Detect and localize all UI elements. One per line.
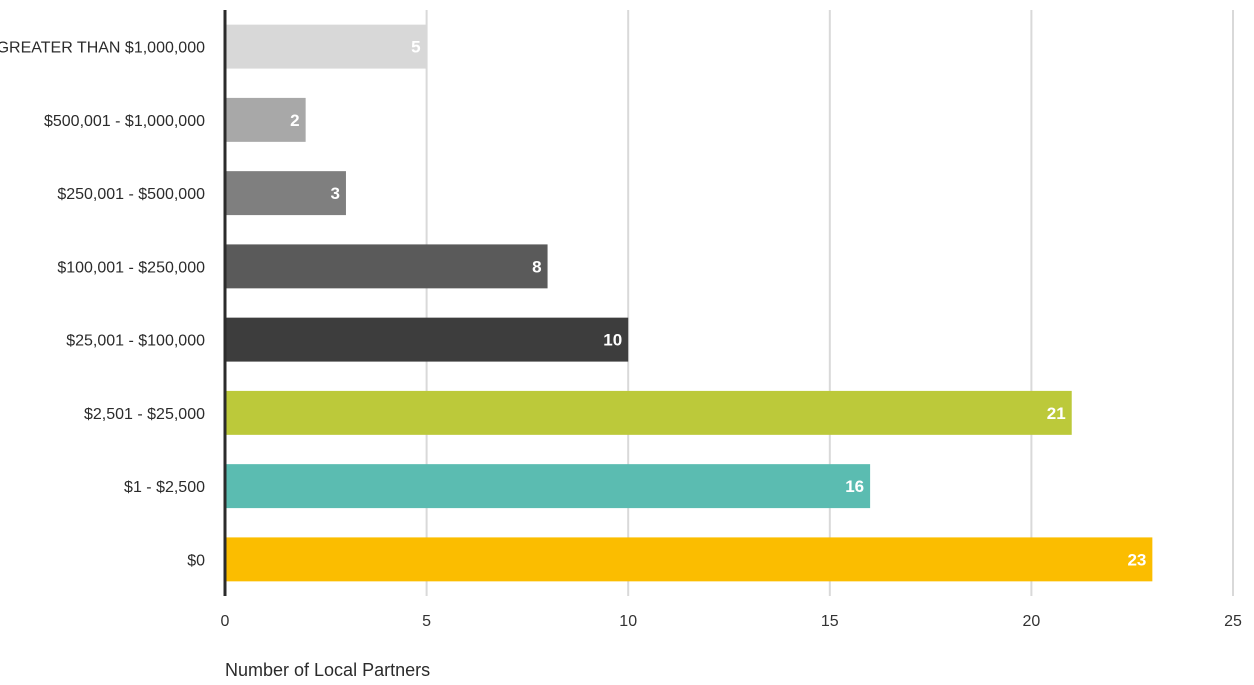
category-label-greater-than-1-000-000: GREATER THAN $1,000,000 bbox=[0, 40, 205, 57]
x-tick-label-10: 10 bbox=[619, 613, 637, 630]
category-label-1-2-500: $1 - $2,500 bbox=[124, 479, 205, 496]
value-label-1-2-500: 16 bbox=[845, 477, 864, 496]
bar-500-001-1-000-000 bbox=[225, 97, 306, 142]
x-tick-label-15: 15 bbox=[821, 613, 839, 630]
category-labels: GREATER THAN $1,000,000 $500,001 - $1,000… bbox=[0, 40, 205, 570]
x-tick-label-20: 20 bbox=[1023, 613, 1041, 630]
x-tick-label-5: 5 bbox=[422, 613, 431, 630]
category-label-0: $0 bbox=[187, 552, 205, 569]
value-label-0: 23 bbox=[1127, 550, 1146, 569]
bar-100-001-250-000 bbox=[225, 244, 548, 289]
value-label-2-501-25-000: 21 bbox=[1047, 404, 1066, 423]
bar-0 bbox=[225, 537, 1153, 582]
x-tick-label-0: 0 bbox=[221, 613, 230, 630]
category-label-25-001-100-000: $25,001 - $100,000 bbox=[66, 333, 205, 350]
bar-25-001-100-000 bbox=[225, 317, 629, 362]
x-tick-labels: 0 5 10 15 20 25 bbox=[221, 613, 1242, 630]
value-label-500-001-1-000-000: 2 bbox=[290, 111, 299, 130]
category-label-250-001-500-000: $250,001 - $500,000 bbox=[57, 186, 205, 203]
category-label-100-001-250-000: $100,001 - $250,000 bbox=[57, 259, 205, 276]
category-label-2-501-25-000: $2,501 - $25,000 bbox=[84, 406, 205, 423]
x-axis-title: Number of Local Partners bbox=[225, 660, 430, 680]
x-tick-label-25: 25 bbox=[1224, 613, 1242, 630]
bar-1-2-500 bbox=[225, 464, 871, 509]
bar-greater-than-1-000-000 bbox=[225, 24, 427, 69]
bar-2-501-25-000 bbox=[225, 390, 1072, 435]
bar-250-001-500-000 bbox=[225, 171, 346, 216]
value-label-250-001-500-000: 3 bbox=[330, 184, 339, 203]
value-label-100-001-250-000: 8 bbox=[532, 257, 541, 276]
value-label-25-001-100-000: 10 bbox=[603, 331, 622, 350]
category-label-500-001-1-000-000: $500,001 - $1,000,000 bbox=[44, 113, 205, 130]
value-label-greater-than-1-000-000: 5 bbox=[411, 38, 420, 57]
